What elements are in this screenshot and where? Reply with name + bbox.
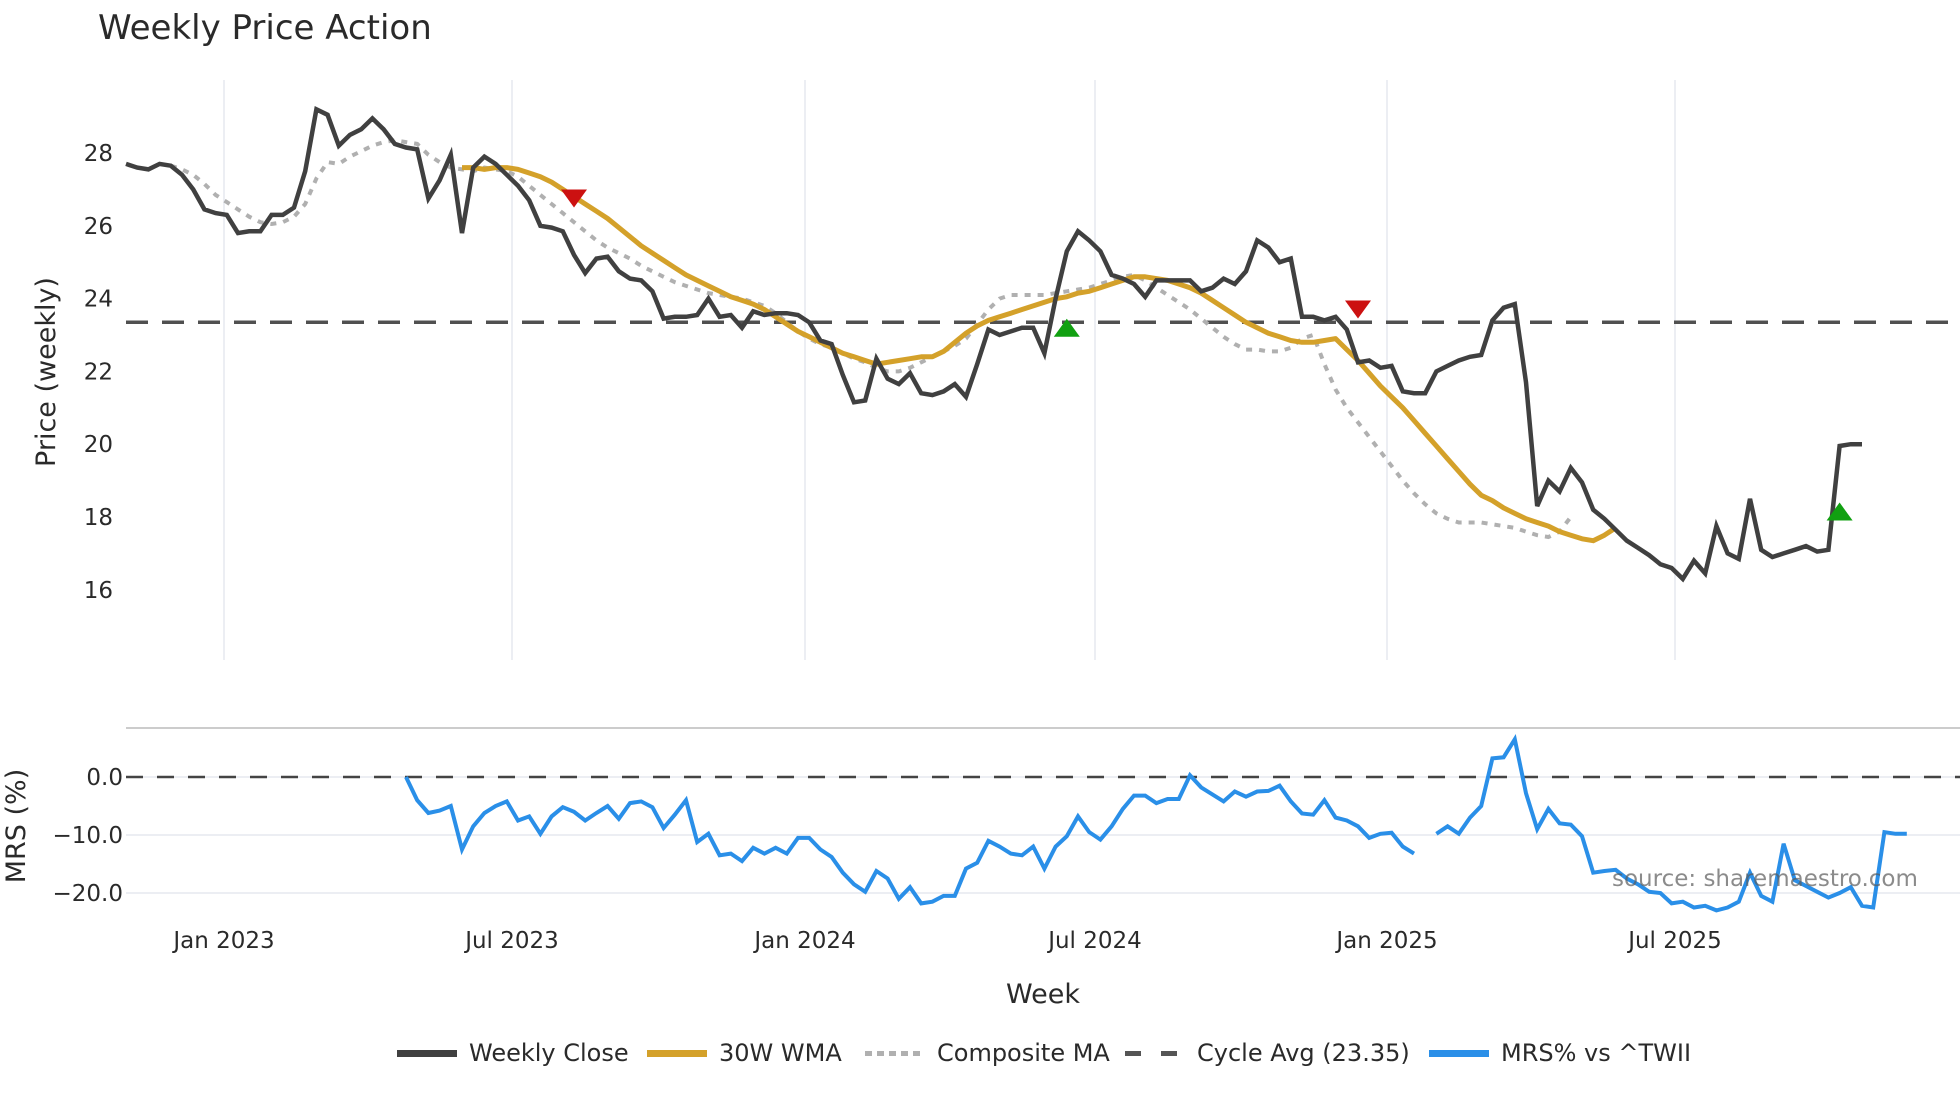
axes: Jan 2023 Jul 2023 Jan 2024 Jul 2024 Jan 2025… [1, 141, 1722, 1010]
legend-swatch-dashed-gray [1125, 1050, 1185, 1056]
x-tick-label: Jan 2025 [1334, 928, 1437, 954]
price-y-tick: 28 [84, 141, 113, 167]
wma-30w-line [462, 165, 1617, 544]
legend-item-cycle-avg[interactable]: Cycle Avg (23.35) [1125, 1036, 1410, 1070]
chart-title: Weekly Price Action [98, 8, 432, 48]
weekly-close-line [125, 105, 1862, 583]
mrs-line [404, 734, 1907, 913]
buy-signal-triangle-up-icon [1053, 318, 1080, 337]
x-tick-label: Jan 2024 [752, 928, 855, 954]
price-y-tick: 16 [84, 578, 113, 604]
x-axis-title: Week [1006, 979, 1080, 1010]
x-tick-label: Jul 2024 [1046, 928, 1142, 954]
legend-item-30w-wma[interactable]: 30W WMA [647, 1036, 842, 1070]
legend-label: Cycle Avg (23.35) [1197, 1039, 1410, 1067]
legend-item-weekly-close[interactable]: Weekly Close [397, 1036, 629, 1070]
composite-ma-line [170, 138, 1573, 540]
legend-swatch-solid-blue [1429, 1049, 1489, 1057]
legend-item-composite-ma[interactable]: Composite MA [865, 1036, 1110, 1070]
mrs-y-tick: −10.0 [53, 823, 123, 849]
price-y-tick: 18 [84, 505, 113, 531]
legend-label: MRS% vs ^TWII [1501, 1039, 1692, 1067]
sell-signal-triangle-down-icon [1345, 300, 1371, 319]
signal-markers [561, 189, 1853, 521]
price-y-tick: 22 [84, 359, 113, 385]
legend-item-mrs[interactable]: MRS% vs ^TWII [1429, 1036, 1691, 1070]
mrs-y-tick: −20.0 [53, 881, 123, 907]
legend-swatch-dotted-gray [865, 1050, 925, 1056]
source-watermark: source: sharemaestro.com [1612, 866, 1918, 892]
price-y-axis-title: Price (weekly) [31, 277, 62, 467]
legend-label: 30W WMA [719, 1039, 842, 1067]
sell-signal-triangle-down-icon [561, 189, 587, 208]
mrs-y-axis-title: MRS (%) [1, 769, 32, 884]
x-tick-label: Jul 2025 [1626, 928, 1722, 954]
legend: Weekly Close 30W WMA Composite MA Cycle … [0, 1036, 1960, 1070]
gridlines [126, 80, 1960, 894]
x-tick-label: Jan 2023 [171, 928, 274, 954]
mrs-y-tick: 0.0 [86, 765, 123, 791]
x-tick-label: Jul 2023 [463, 928, 559, 954]
price-y-tick: 24 [84, 287, 113, 313]
legend-label: Composite MA [937, 1039, 1110, 1067]
legend-swatch-solid-gold [647, 1049, 707, 1057]
legend-label: Weekly Close [469, 1039, 629, 1067]
legend-swatch-solid-dark [397, 1049, 457, 1057]
price-y-tick: 26 [84, 214, 113, 240]
buy-signal-triangle-up-icon [1826, 502, 1853, 521]
series [125, 105, 1960, 913]
price-y-tick: 20 [84, 432, 113, 458]
